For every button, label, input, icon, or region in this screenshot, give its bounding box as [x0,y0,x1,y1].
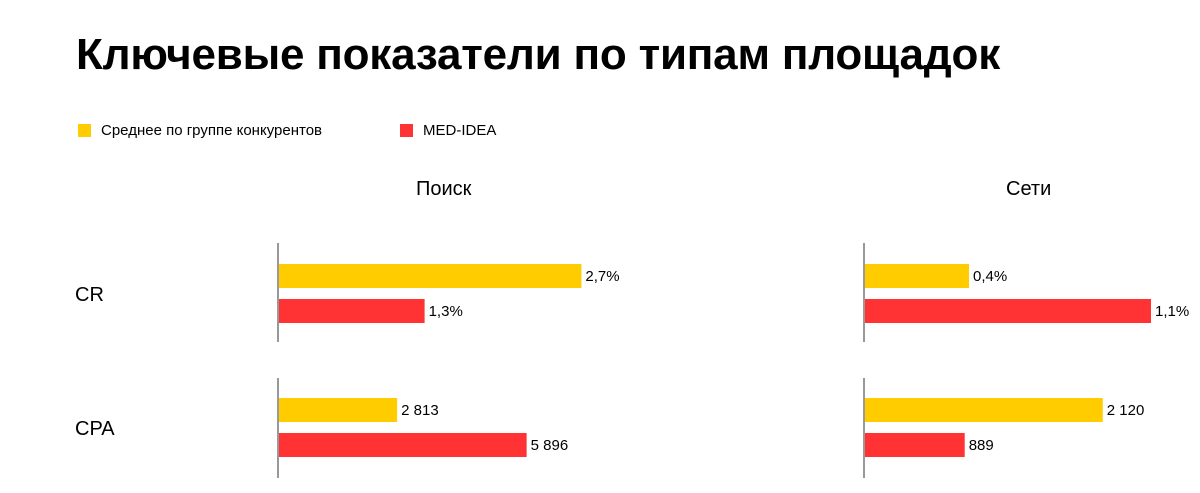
bar-cr-med-idea [865,299,1151,323]
bar-cr-competitors [279,264,582,288]
row-label-cpa: CPA [75,418,115,440]
data-label-cpa-med-idea: 5 896 [531,437,569,454]
panel-title-networks: Сети [1006,178,1052,200]
legend-swatch-competitors [78,124,91,137]
legend-label-competitors: Среднее по группе конкурентов [101,122,323,139]
bar-cpa-competitors [865,398,1103,422]
data-label-cr-competitors: 2,7% [585,268,619,285]
bar-cr-med-idea [279,299,425,323]
data-label-cr-med-idea: 1,3% [429,303,463,320]
bar-cpa-med-idea [865,433,965,457]
page-title: Ключевые показатели по типам площадок [76,30,1001,79]
data-label-cpa-med-idea: 889 [969,437,994,454]
bar-cpa-competitors [279,398,398,422]
panel-title-search: Поиск [416,178,472,200]
legend-item-med-idea: MED-IDEA [400,122,496,139]
row-label-cr: CR [75,284,104,306]
legend-swatch-med-idea [400,124,413,137]
data-label-cpa-competitors: 2 120 [1107,402,1145,419]
legend-label-med-idea: MED-IDEA [423,122,497,139]
bar-cpa-med-idea [279,433,527,457]
bar-cr-competitors [865,264,969,288]
data-label-cpa-competitors: 2 813 [401,402,439,419]
data-label-cr-med-idea: 1,1% [1155,303,1189,320]
legend-item-competitors: Среднее по группе конкурентов [78,122,322,139]
data-label-cr-competitors: 0,4% [973,268,1007,285]
